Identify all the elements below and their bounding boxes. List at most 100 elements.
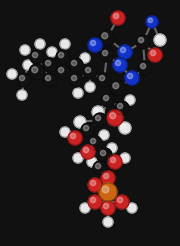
Circle shape [88, 178, 102, 192]
Circle shape [121, 124, 126, 129]
Circle shape [20, 45, 30, 55]
Circle shape [110, 113, 116, 119]
Circle shape [115, 60, 121, 66]
Circle shape [76, 118, 81, 123]
Circle shape [23, 60, 33, 70]
Circle shape [101, 171, 115, 185]
Circle shape [99, 183, 117, 201]
Circle shape [117, 103, 123, 109]
Circle shape [98, 148, 112, 162]
Circle shape [103, 173, 109, 179]
Circle shape [83, 147, 89, 153]
Circle shape [103, 95, 109, 101]
Circle shape [83, 125, 89, 131]
Circle shape [99, 75, 105, 81]
Circle shape [107, 143, 117, 153]
Circle shape [103, 203, 109, 209]
Circle shape [108, 155, 122, 169]
Circle shape [119, 122, 131, 134]
Circle shape [90, 138, 96, 144]
Circle shape [29, 64, 45, 80]
Circle shape [58, 67, 64, 73]
Circle shape [32, 67, 38, 73]
Circle shape [107, 110, 123, 126]
Circle shape [90, 197, 96, 203]
Circle shape [101, 93, 115, 107]
Circle shape [95, 163, 101, 169]
Circle shape [19, 75, 25, 81]
Circle shape [115, 101, 129, 115]
Circle shape [45, 75, 51, 81]
Circle shape [35, 39, 45, 49]
Circle shape [90, 180, 96, 186]
Circle shape [127, 73, 133, 79]
Circle shape [71, 75, 77, 81]
Circle shape [80, 53, 90, 63]
Circle shape [7, 69, 17, 79]
Circle shape [60, 39, 70, 49]
Circle shape [113, 13, 119, 19]
Circle shape [69, 73, 83, 87]
Circle shape [146, 16, 158, 28]
Circle shape [125, 71, 139, 85]
Circle shape [95, 115, 101, 121]
Circle shape [102, 186, 109, 193]
Circle shape [73, 88, 83, 98]
Circle shape [71, 60, 77, 66]
Circle shape [74, 116, 86, 128]
Circle shape [127, 203, 137, 213]
Circle shape [73, 153, 83, 163]
Circle shape [93, 161, 107, 175]
Circle shape [154, 34, 166, 46]
Circle shape [30, 50, 44, 64]
Circle shape [100, 150, 106, 156]
Circle shape [32, 52, 38, 58]
Circle shape [110, 157, 116, 163]
Circle shape [140, 63, 146, 69]
Circle shape [81, 123, 95, 137]
Circle shape [47, 47, 57, 57]
Circle shape [110, 80, 126, 96]
Circle shape [125, 95, 135, 105]
Circle shape [88, 38, 102, 52]
Circle shape [85, 82, 95, 92]
Circle shape [70, 133, 76, 139]
Circle shape [93, 113, 107, 127]
Circle shape [17, 73, 31, 87]
Circle shape [43, 73, 57, 87]
Circle shape [117, 197, 123, 203]
Circle shape [60, 127, 70, 137]
Circle shape [94, 108, 99, 113]
Circle shape [45, 60, 51, 66]
Circle shape [113, 58, 127, 72]
Circle shape [101, 201, 115, 215]
Circle shape [115, 195, 129, 209]
Circle shape [138, 37, 144, 43]
Circle shape [99, 130, 109, 140]
Circle shape [87, 157, 97, 167]
Circle shape [97, 73, 111, 87]
Circle shape [148, 48, 162, 62]
Circle shape [103, 217, 113, 227]
Circle shape [99, 30, 115, 46]
Circle shape [83, 65, 97, 79]
Circle shape [69, 58, 83, 72]
Circle shape [56, 65, 70, 79]
Circle shape [111, 11, 125, 25]
Circle shape [148, 18, 153, 23]
Circle shape [90, 40, 96, 46]
Circle shape [80, 203, 90, 213]
Circle shape [100, 48, 114, 62]
Circle shape [113, 83, 119, 89]
Circle shape [56, 50, 70, 64]
Circle shape [92, 106, 104, 118]
Circle shape [102, 50, 108, 56]
Circle shape [88, 136, 102, 150]
Circle shape [17, 90, 27, 100]
Circle shape [88, 195, 102, 209]
Circle shape [68, 131, 82, 145]
Circle shape [138, 61, 152, 75]
Circle shape [58, 52, 64, 58]
Circle shape [156, 36, 161, 41]
Circle shape [120, 47, 126, 53]
